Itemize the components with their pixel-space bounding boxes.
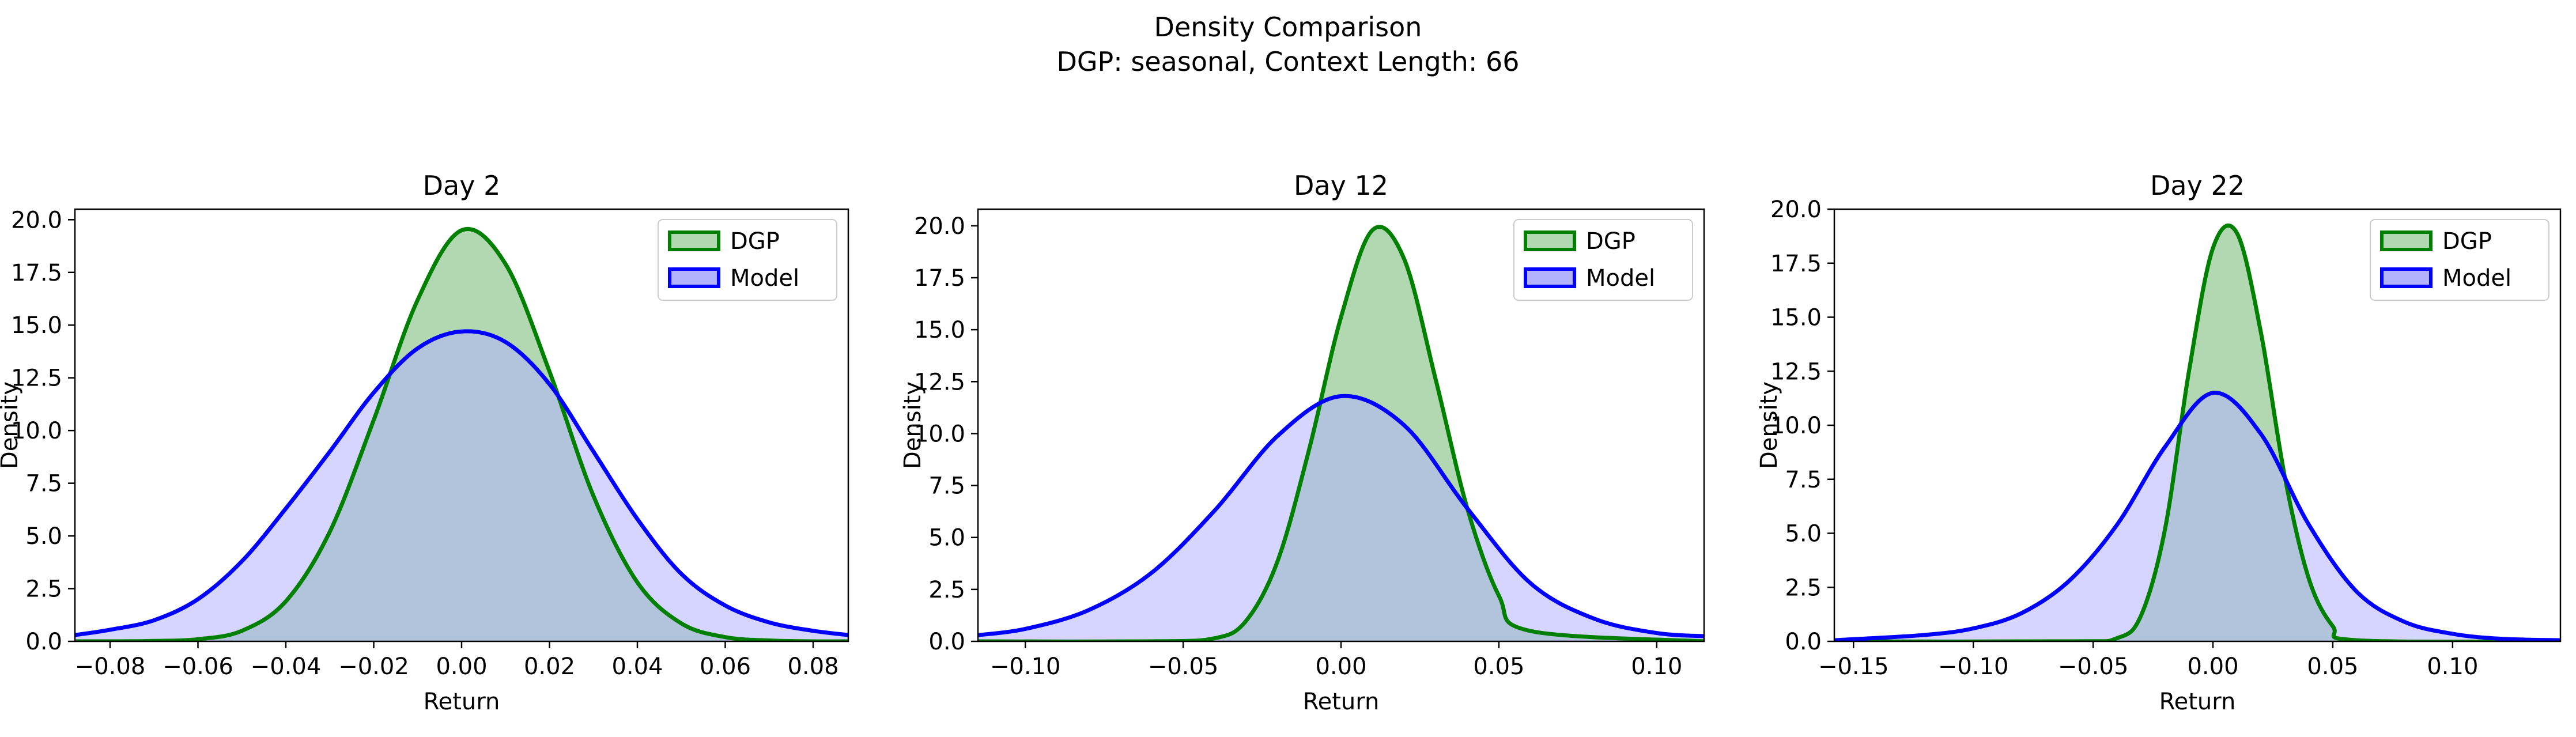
legend: DGP Model (658, 219, 837, 301)
legend-swatch-dgp (1524, 230, 1576, 251)
series-area-model (978, 396, 1704, 641)
legend-swatch-model (2380, 267, 2433, 288)
x-axis-label: Return (2159, 689, 2236, 715)
y-tick-label: 0.0 (25, 629, 62, 655)
x-tick-label: 0.00 (1315, 653, 1366, 680)
y-tick-label: 15.0 (1770, 305, 1822, 331)
y-tick-label: 0.0 (1785, 629, 1822, 655)
y-axis-label: Density (1756, 381, 1782, 469)
y-tick-label: 17.5 (1770, 251, 1822, 277)
x-tick-label: 0.10 (1631, 653, 1682, 680)
legend: DGP Model (2370, 219, 2549, 301)
legend-label-dgp: DGP (1586, 228, 1636, 255)
y-tick-label: 7.5 (928, 473, 965, 500)
x-tick-label: −0.06 (163, 653, 233, 680)
y-tick-label: 10.0 (1770, 413, 1822, 439)
y-tick-label: 5.0 (1785, 521, 1822, 547)
panel-2: Day 12 −0.10 −0.05 0.00 0.05 0.10 0.0 2.5 5.0 7.5… (900, 170, 1705, 715)
y-tick-label: 12.5 (914, 369, 965, 395)
x-tick-label: 0.08 (787, 653, 838, 680)
panels: Day 2 −0.08 −0.06 −0.04 −0.02 0.00 0.02 0.04 0.0… (0, 170, 2562, 715)
legend: DGP Model (1513, 219, 1693, 301)
y-tick-label: 20.0 (1770, 196, 1822, 223)
panel-title: Day 12 (1294, 170, 1388, 201)
y-tick-label: 10.0 (914, 421, 965, 447)
y-tick-label: 15.0 (11, 312, 62, 339)
y-tick-label: 7.5 (1785, 467, 1822, 493)
panel-3: Day 22 −0.15 −0.10 −0.05 0.00 0.05 0.10 0.0 2.5 5… (1756, 170, 2562, 715)
x-tick-label: 0.00 (2187, 653, 2238, 680)
x-tick-label: −0.04 (251, 653, 322, 680)
x-tick-label: −0.02 (338, 653, 409, 680)
x-tick-label: 0.04 (611, 653, 663, 680)
y-axis-label: Density (900, 381, 926, 469)
series-line-dgp (75, 227, 848, 641)
x-tick-label: −0.15 (1818, 653, 1889, 680)
legend-label-dgp: DGP (730, 228, 780, 255)
panel-1: Day 2 −0.08 −0.06 −0.04 −0.02 0.00 0.02 0.04 0.0… (0, 170, 849, 715)
legend-label-dgp: DGP (2442, 228, 2492, 255)
legend-swatch-dgp (668, 230, 720, 251)
y-tick-label: 20.0 (11, 207, 62, 233)
x-tick-label: −0.10 (1938, 653, 2009, 680)
y-tick-label: 7.5 (25, 471, 62, 497)
x-tick-label: −0.05 (2058, 653, 2129, 680)
y-tick-label: 17.5 (914, 265, 965, 292)
x-tick-label: 0.05 (1473, 653, 1524, 680)
legend-label-model: Model (1586, 265, 1655, 292)
series-line-dgp (1834, 223, 2560, 641)
y-tick-label: 5.0 (25, 523, 62, 550)
y-tick-label: 2.5 (928, 577, 965, 603)
x-tick-label: 0.06 (700, 653, 751, 680)
y-tick-label: 0.0 (928, 629, 965, 655)
x-tick-label: 0.00 (436, 653, 487, 680)
x-tick-label: 0.02 (524, 653, 575, 680)
plot-area (1834, 223, 2560, 641)
panel-title: Day 22 (2150, 170, 2245, 201)
y-tick-label: 10.0 (11, 418, 62, 444)
y-tick-label: 2.5 (25, 576, 62, 603)
figure-title: Density Comparison (1154, 12, 1422, 43)
x-tick-label: 0.10 (2427, 653, 2478, 680)
y-tick-label: 2.5 (1785, 575, 1822, 601)
series-line-model (978, 394, 1704, 638)
y-tick-label: 17.5 (11, 260, 62, 286)
legend-swatch-model (1524, 267, 1576, 288)
x-tick-label: −0.08 (75, 653, 146, 680)
series-line-model (75, 329, 848, 637)
series-area-model (1834, 392, 2560, 641)
y-tick-label: 20.0 (914, 213, 965, 240)
series-line-dgp (978, 225, 1704, 641)
plot-area (75, 227, 848, 641)
plot-area (978, 225, 1704, 641)
x-axis-label: Return (1303, 689, 1380, 715)
x-tick-label: −0.10 (990, 653, 1061, 680)
series-area-model (75, 331, 848, 641)
panel-title: Day 2 (423, 170, 501, 201)
y-tick-label: 5.0 (928, 525, 965, 551)
x-axis-label: Return (424, 689, 500, 715)
legend-swatch-dgp (2380, 230, 2433, 251)
y-tick-label: 12.5 (1770, 358, 1822, 385)
figure-subtitle: DGP: seasonal, Context Length: 66 (1056, 46, 1519, 77)
y-tick-label: 12.5 (11, 365, 62, 392)
x-tick-label: −0.05 (1148, 653, 1219, 680)
series-line-model (1834, 391, 2560, 641)
legend-label-model: Model (730, 265, 799, 292)
y-tick-label: 15.0 (914, 317, 965, 343)
y-axis-label: Density (0, 381, 23, 469)
legend-label-model: Model (2442, 265, 2511, 292)
x-tick-label: 0.05 (2307, 653, 2358, 680)
legend-swatch-model (668, 267, 720, 288)
